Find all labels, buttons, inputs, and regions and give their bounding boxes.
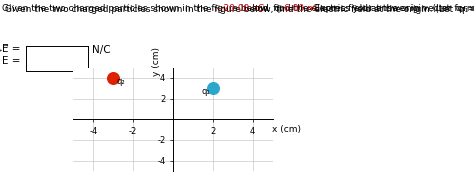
- Text: ⃗
E =: ⃗ E =: [2, 50, 21, 66]
- Text: q₂: q₂: [116, 77, 125, 86]
- Y-axis label: y (cm): y (cm): [152, 47, 161, 76]
- Text: N/C: N/C: [92, 44, 111, 54]
- Text: q₁: q₁: [202, 87, 210, 96]
- Text: 6.00 nC: 6.00 nC: [284, 4, 319, 14]
- Text: Given the two charged particles shown in the figure below, find the electric fie: Given the two charged particles shown in…: [5, 5, 474, 14]
- Point: [109, 77, 117, 79]
- Text: E⃗ =: E⃗ =: [2, 44, 21, 54]
- Text: and  q₂ =: and q₂ =: [246, 4, 298, 14]
- Text: .  Express your answer in vector form.): . Express your answer in vector form.): [306, 4, 474, 14]
- Text: −20.00 nC: −20.00 nC: [216, 4, 264, 14]
- X-axis label: x (cm): x (cm): [272, 125, 301, 134]
- Text: Given the two charged particles shown in the figure below, find the electric fie: Given the two charged particles shown in…: [2, 4, 474, 14]
- Point: [209, 87, 217, 90]
